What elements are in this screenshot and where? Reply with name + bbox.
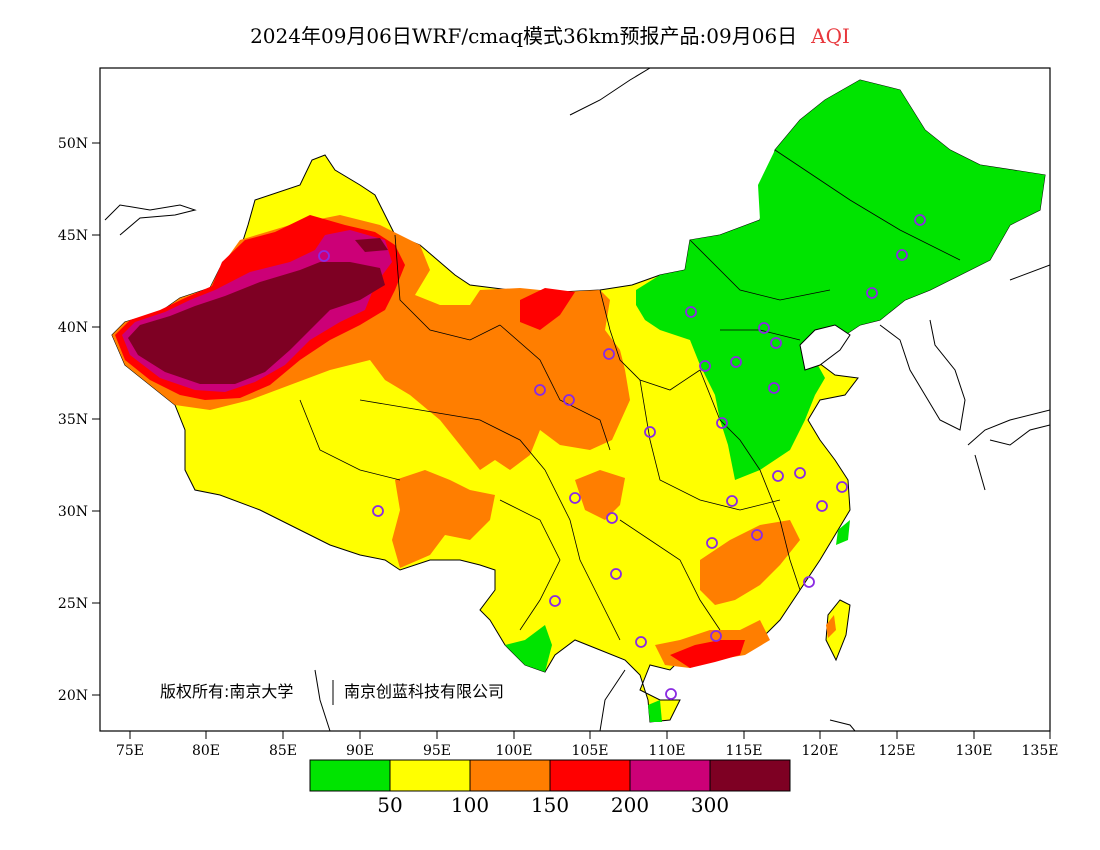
aqi-unhealthy-gansu	[520, 288, 575, 330]
map-content: 版权所有:南京大学 南京创蓝科技有限公司	[104, 68, 1050, 731]
aqi-good-hainan	[648, 700, 662, 722]
colorbar-labels: 50 100 150 200 300	[377, 793, 729, 817]
aqi-good-northeast	[636, 80, 1045, 480]
copyright-left: 版权所有:南京大学	[160, 682, 293, 701]
aqi-unhealthy-guangdong	[670, 640, 745, 668]
southeast-asia-outline	[314, 669, 856, 731]
colorbar-swatch	[309, 759, 391, 792]
sakhalin-outline	[569, 68, 1050, 281]
y-tick-label: 40N	[58, 320, 88, 336]
colorbar-swatch	[469, 759, 551, 792]
aqi-moderate-hunan	[700, 520, 800, 605]
coastline-bohai	[799, 324, 851, 371]
x-tick-label: 115E	[726, 743, 763, 759]
map-frame	[99, 67, 1051, 732]
colorbar-swatch	[389, 759, 471, 792]
x-tick-label: 130E	[956, 743, 993, 759]
y-tick-label: 35N	[58, 412, 88, 428]
map-title: 2024年09月06日WRF/cmaq模式36km预报产品:09月06日 AQI	[0, 20, 1100, 49]
x-tick-label: 120E	[802, 743, 839, 759]
city-markers	[318, 214, 926, 700]
colorbar-swatch	[709, 759, 791, 792]
x-tick-label: 110E	[649, 743, 686, 759]
x-axis: 75E 80E 85E 90E 95E 100E 105E 110E 115E …	[116, 731, 1059, 759]
x-tick-label: 85E	[269, 743, 297, 759]
taiwan-island	[825, 599, 851, 662]
x-tick-label: 80E	[192, 743, 220, 759]
aqi-good-yunnan	[505, 625, 552, 672]
kazakh-lake-outline	[104, 204, 197, 236]
aqi-hazardous-spot	[355, 238, 388, 252]
aqi-good-coast	[836, 520, 850, 545]
aqi-moderate-sichuan	[575, 470, 625, 520]
aqi-hazardous-xinjiang	[128, 262, 385, 384]
title-main: 2024年09月06日WRF/cmaq模式36km预报产品:09月06日	[250, 24, 798, 48]
y-tick-label: 25N	[58, 596, 88, 612]
x-tick-label: 95E	[423, 743, 451, 759]
y-tick-label: 50N	[58, 136, 88, 152]
y-axis: 50N 45N 40N 35N 30N 25N 20N	[58, 136, 100, 704]
taiwan-orange	[826, 615, 836, 638]
title-variable: AQI	[811, 24, 850, 48]
x-tick-label: 125E	[879, 743, 916, 759]
x-tick-label: 105E	[572, 743, 609, 759]
korea-outline	[879, 319, 966, 431]
x-tick-label: 100E	[496, 743, 533, 759]
y-tick-label: 30N	[58, 504, 88, 520]
copyright-right: 南京创蓝科技有限公司	[344, 682, 504, 701]
x-tick-label: 75E	[116, 743, 144, 759]
colorbar-label: 300	[691, 793, 729, 817]
japan-outline	[967, 409, 1050, 491]
x-tick-label: 90E	[346, 743, 374, 759]
colorbar	[309, 759, 791, 792]
y-tick-label: 20N	[58, 688, 88, 704]
colorbar-label: 50	[377, 793, 402, 817]
y-tick-label: 45N	[58, 228, 88, 244]
colorbar-label: 150	[531, 793, 569, 817]
colorbar-label: 100	[451, 793, 489, 817]
colorbar-swatch	[629, 759, 711, 792]
colorbar-label: 200	[611, 793, 649, 817]
colorbar-swatch	[549, 759, 631, 792]
aqi-moderate-tibet	[392, 470, 495, 568]
x-tick-label: 135E	[1022, 743, 1059, 759]
